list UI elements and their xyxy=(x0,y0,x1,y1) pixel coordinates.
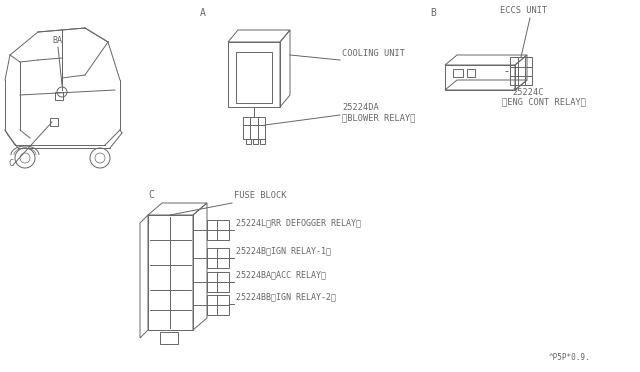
Bar xyxy=(246,139,251,144)
Text: B: B xyxy=(430,8,436,18)
Bar xyxy=(253,139,258,144)
Text: ECCS UNIT: ECCS UNIT xyxy=(500,6,547,15)
Bar xyxy=(228,42,280,107)
Bar xyxy=(467,69,475,77)
Text: 25224DA: 25224DA xyxy=(342,103,379,112)
Bar xyxy=(207,248,229,268)
Bar xyxy=(207,220,229,240)
Bar xyxy=(207,272,229,292)
Text: （ENG CONT RELAY）: （ENG CONT RELAY） xyxy=(502,97,586,106)
Text: COOLING UNIT: COOLING UNIT xyxy=(342,49,405,58)
Text: BA: BA xyxy=(52,36,62,45)
Bar xyxy=(510,57,532,85)
Bar xyxy=(50,118,58,126)
Bar xyxy=(453,69,463,77)
Bar xyxy=(236,52,272,103)
Text: ^P5P*0.9.: ^P5P*0.9. xyxy=(548,353,590,362)
Text: （BLOWER RELAY）: （BLOWER RELAY） xyxy=(342,113,415,122)
Bar xyxy=(445,65,515,90)
Text: 25224C: 25224C xyxy=(512,88,543,97)
Text: C: C xyxy=(8,159,13,168)
Bar xyxy=(55,92,63,100)
Text: 25224BA（ACC RELAY）: 25224BA（ACC RELAY） xyxy=(236,270,326,279)
Text: 25224BB（IGN RELAY-2）: 25224BB（IGN RELAY-2） xyxy=(236,292,336,301)
Text: FUSE BLOCK: FUSE BLOCK xyxy=(234,191,287,200)
Bar xyxy=(148,215,193,330)
Text: 25224B（IGN RELAY-1）: 25224B（IGN RELAY-1） xyxy=(236,246,331,255)
Bar xyxy=(243,117,265,139)
Text: C: C xyxy=(148,190,154,200)
Bar xyxy=(260,139,265,144)
Text: 25224L（RR DEFOGGER RELAY）: 25224L（RR DEFOGGER RELAY） xyxy=(236,218,361,227)
Bar xyxy=(207,295,229,315)
Bar xyxy=(160,332,178,344)
Text: A: A xyxy=(200,8,206,18)
